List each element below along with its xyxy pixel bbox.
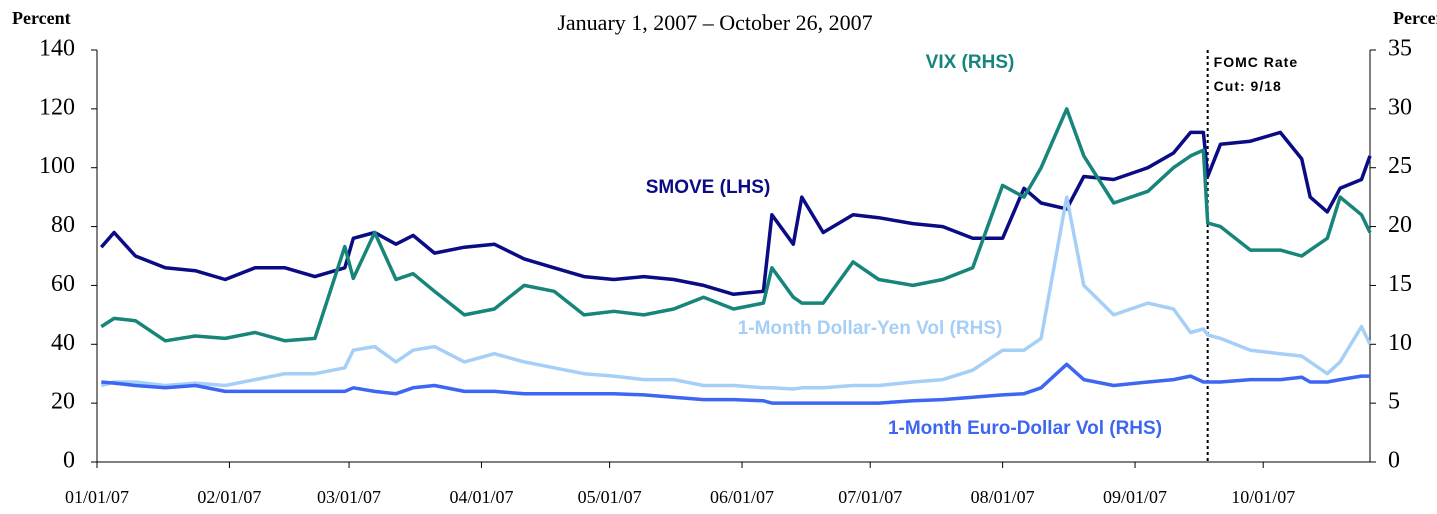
x-tick-label: 09/01/07 <box>1103 487 1167 507</box>
y2-axis-label: Percent <box>1393 8 1437 28</box>
series-line <box>100 107 1372 343</box>
x-tick-label: 07/01/07 <box>838 487 902 507</box>
y2-tick-label: 30 <box>1388 94 1412 120</box>
y-tick-label: 60 <box>51 271 75 297</box>
x-tick-label: 01/01/07 <box>65 487 129 507</box>
y2-tick-label: 25 <box>1388 153 1412 179</box>
series-label: 1-Month Euro-Dollar Vol (RHS) <box>888 418 1162 439</box>
y-axis-label: Percent <box>12 8 71 28</box>
chart-subtitle: January 1, 2007 – October 26, 2007 <box>557 10 872 35</box>
y2-tick-label: 0 <box>1388 448 1400 474</box>
series-line <box>101 362 1370 405</box>
y-tick-label: 120 <box>39 94 75 120</box>
x-tick-label: 02/01/07 <box>197 487 261 507</box>
x-tick-label: 06/01/07 <box>710 487 774 507</box>
x-tick-label: 10/01/07 <box>1231 487 1295 507</box>
series-label: 1-Month Dollar-Yen Vol (RHS) <box>738 318 1003 339</box>
y-tick-label: 40 <box>51 330 75 356</box>
x-tick-label: 04/01/07 <box>449 487 513 507</box>
series-label: SMOVE (LHS) <box>646 177 771 198</box>
y2-tick-label: 10 <box>1388 330 1412 356</box>
y2-tick-label: 35 <box>1388 36 1412 62</box>
y-tick-label: 100 <box>39 153 75 179</box>
y-tick-label: 80 <box>51 212 75 238</box>
y2-tick-label: 15 <box>1388 271 1412 297</box>
x-tick-label: 05/01/07 <box>578 487 642 507</box>
annotation-text: Cut: 9/18 <box>1214 78 1282 94</box>
y-tick-label: 0 <box>63 448 75 474</box>
y-tick-label: 140 <box>39 36 75 62</box>
series-line <box>99 130 1372 297</box>
series-label: VIX (RHS) <box>926 52 1015 73</box>
series-line <box>100 195 1372 391</box>
y2-tick-label: 5 <box>1388 389 1400 415</box>
y-tick-label: 20 <box>51 389 75 415</box>
x-tick-label: 03/01/07 <box>317 487 381 507</box>
annotation-text: FOMC Rate <box>1214 54 1298 70</box>
y2-tick-label: 20 <box>1388 212 1412 238</box>
x-tick-label: 08/01/07 <box>971 487 1035 507</box>
